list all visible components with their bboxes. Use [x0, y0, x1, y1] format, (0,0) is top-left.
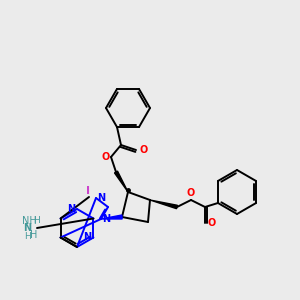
Text: I: I	[86, 186, 90, 196]
Text: H: H	[34, 216, 40, 225]
Text: H: H	[30, 230, 37, 240]
Text: NH: NH	[22, 216, 37, 226]
Text: O: O	[187, 188, 195, 198]
Text: H: H	[24, 232, 31, 241]
Text: N: N	[67, 204, 75, 214]
Polygon shape	[101, 215, 122, 219]
Text: N: N	[23, 223, 31, 233]
Polygon shape	[115, 171, 128, 192]
Text: N: N	[97, 193, 105, 203]
Text: O: O	[102, 152, 110, 162]
Text: O: O	[139, 145, 147, 155]
Polygon shape	[150, 200, 177, 209]
Text: O: O	[208, 218, 216, 228]
Text: N: N	[83, 232, 92, 242]
Text: N: N	[102, 214, 110, 224]
